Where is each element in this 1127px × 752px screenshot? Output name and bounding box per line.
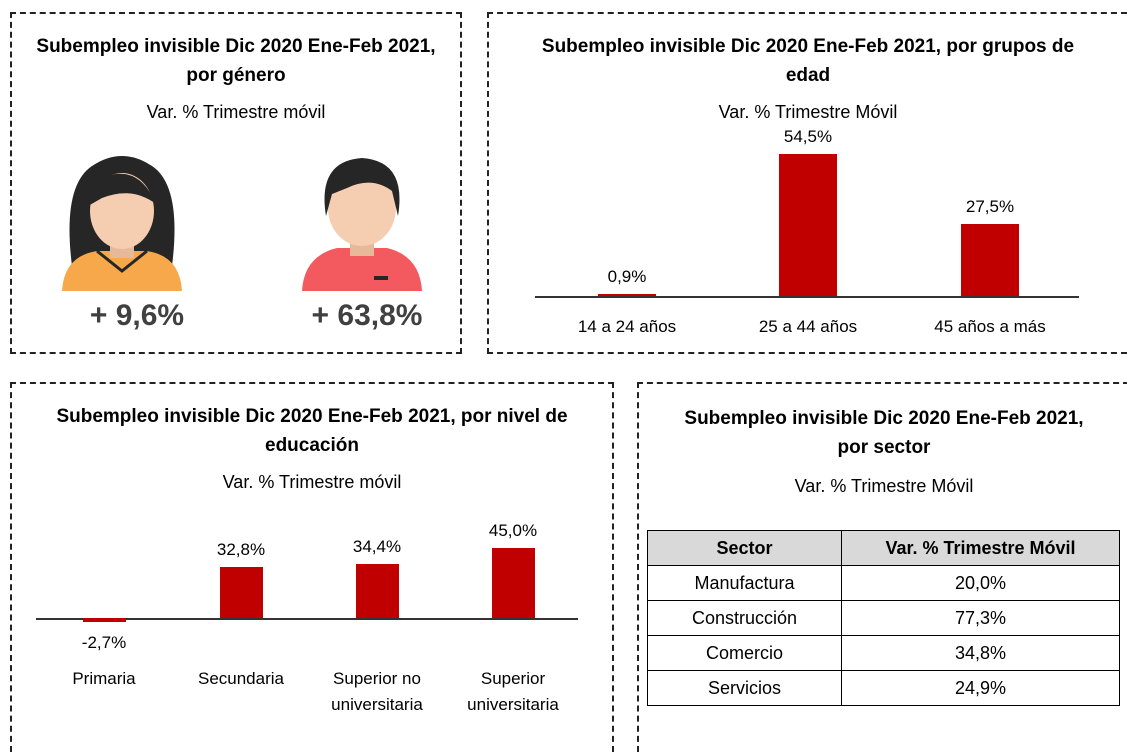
- table-cell: Manufactura: [647, 565, 842, 601]
- table-cell: 34,8%: [841, 635, 1120, 671]
- bar: [491, 548, 535, 618]
- table-row: Comercio 34,8%: [647, 635, 1120, 671]
- bar: [82, 618, 126, 623]
- x-tick-label: Superior no universitaria: [331, 669, 423, 714]
- axis-line: [535, 296, 1079, 298]
- panel-title: Subempleo invisible Dic 2020 Ene-Feb 202…: [684, 408, 1084, 458]
- data-label: 0,9%: [607, 266, 647, 286]
- x-tick-label: 25 a 44 años: [758, 317, 858, 336]
- sector-table: Sector Var. % Trimestre Móvil Manufactura 2…: [647, 530, 1120, 706]
- data-label: 32,8%: [216, 539, 266, 559]
- table-cell: Comercio: [647, 635, 842, 671]
- x-tick-label: 14 a 24 años: [577, 317, 677, 336]
- data-label: 27,5%: [965, 197, 1015, 217]
- table-cell: 77,3%: [841, 600, 1120, 636]
- x-tick-label: Primaria: [72, 669, 136, 688]
- data-label: -2,7%: [81, 633, 127, 653]
- panel-subtitle: Var. % Trimestre móvil: [146, 102, 326, 122]
- table-row: Manufactura 20,0%: [647, 565, 1120, 601]
- data-label: 54,5%: [783, 127, 833, 146]
- table-cell: 24,9%: [841, 670, 1120, 706]
- x-tick-label: Secundaria: [197, 669, 284, 688]
- gender-value: + 9,6%: [89, 299, 185, 332]
- bar: [961, 224, 1019, 296]
- bar: [219, 566, 263, 618]
- chart-subtitle: Var. % Trimestre móvil: [222, 472, 402, 492]
- table-cell: Construcción: [647, 600, 842, 636]
- age-chart-panel: Subempleo invisible Dic 2020 Ene-Feb 202…: [487, 12, 1127, 354]
- table-row: Servicios 24,9%: [647, 670, 1120, 706]
- table-header: Sector: [647, 530, 842, 566]
- table-cell: Servicios: [647, 670, 842, 706]
- data-label: 45,0%: [488, 521, 538, 540]
- gender-value: + 63,8%: [311, 299, 423, 332]
- table-row: Construcción 77,3%: [647, 600, 1120, 636]
- woman-icon: [62, 156, 182, 291]
- table-cell: 20,0%: [841, 565, 1120, 601]
- chart-title: Subempleo invisible Dic 2020 Ene-Feb 202…: [541, 36, 1075, 86]
- sector-panel: Subempleo invisible Dic 2020 Ene-Feb 202…: [637, 382, 1127, 752]
- data-label: 34,4%: [352, 537, 402, 557]
- bar: [598, 293, 656, 296]
- x-tick-label: Superior universitaria: [467, 669, 559, 714]
- man-icon: [302, 158, 422, 291]
- panel-title: Subempleo invisible Dic 2020 Ene-Feb 202…: [36, 36, 436, 86]
- axis-line: [36, 618, 578, 620]
- bar: [779, 154, 837, 296]
- x-tick-label: 45 años a más: [934, 317, 1046, 336]
- education-chart-panel: Subempleo invisible Dic 2020 Ene-Feb 202…: [10, 382, 614, 752]
- chart-title: Subempleo invisible Dic 2020 Ene-Feb 202…: [56, 406, 568, 456]
- table-header: Var. % Trimestre Móvil: [841, 530, 1120, 566]
- gender-panel: Subempleo invisible Dic 2020 Ene-Feb 202…: [10, 12, 462, 354]
- chart-subtitle: Var. % Trimestre Móvil: [718, 102, 898, 122]
- panel-subtitle: Var. % Trimestre Móvil: [794, 476, 974, 496]
- bar: [355, 564, 399, 618]
